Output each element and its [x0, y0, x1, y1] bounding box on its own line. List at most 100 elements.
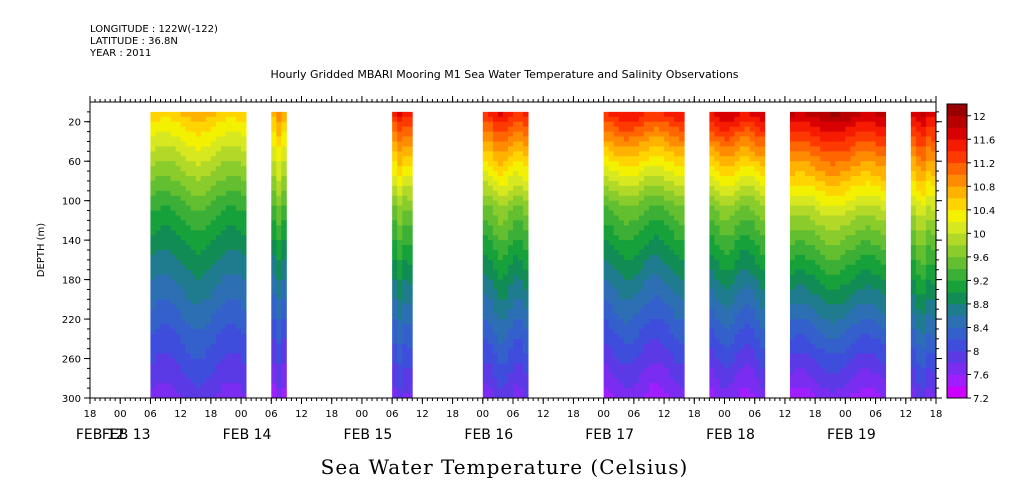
heatmap-cell: [407, 210, 413, 216]
heatmap-cell: [276, 388, 282, 394]
heatmap-cell: [744, 289, 751, 295]
heatmap-cell: [805, 161, 811, 167]
heatmap-cell: [215, 200, 222, 206]
heatmap-cell: [407, 250, 413, 256]
heatmap-cell: [623, 358, 630, 364]
heatmap-cell: [709, 225, 715, 231]
heatmap-cell: [830, 373, 836, 379]
heatmap-cell: [795, 190, 801, 197]
heatmap-cell: [739, 348, 746, 354]
heatmap-cell: [835, 348, 841, 354]
heatmap-cell: [648, 166, 655, 172]
heatmap-cell: [618, 131, 625, 137]
heatmap-cell: [603, 151, 610, 157]
heatmap-cell: [397, 328, 403, 335]
heatmap-cell: [795, 294, 801, 300]
heatmap-cell: [795, 151, 801, 157]
heatmap-cell: [170, 250, 177, 256]
heatmap-cell: [739, 195, 746, 202]
heatmap-cell: [749, 131, 756, 137]
heatmap-cell: [875, 304, 882, 310]
heatmap-cell: [165, 190, 171, 197]
heatmap-cell: [860, 264, 866, 271]
heatmap-cell: [729, 220, 735, 226]
heatmap-cell: [659, 269, 665, 276]
heatmap-cell: [402, 131, 408, 137]
heatmap-cell: [281, 383, 287, 389]
heatmap-cell: [734, 378, 741, 384]
heatmap-cell: [518, 121, 524, 128]
heatmap-cell: [613, 269, 620, 276]
heatmap-cell: [789, 146, 796, 152]
heatmap-cell: [659, 338, 665, 345]
heatmap-cell: [875, 348, 882, 354]
heatmap-cell: [397, 304, 403, 310]
heatmap-cell: [200, 363, 207, 369]
heatmap-cell: [276, 146, 282, 152]
heatmap-cell: [795, 393, 801, 399]
heatmap-cell: [800, 343, 806, 350]
heatmap-cell: [714, 319, 720, 325]
heatmap-cell: [518, 378, 524, 384]
heatmap-cell: [860, 378, 866, 384]
heatmap-cell: [210, 121, 217, 128]
heatmap-cell: [175, 274, 182, 280]
heatmap-cell: [190, 269, 197, 276]
heatmap-cell: [719, 289, 725, 295]
heatmap-cell: [613, 190, 620, 197]
heatmap-cell: [623, 259, 630, 266]
heatmap-cell: [880, 121, 887, 128]
heatmap-cell: [633, 279, 640, 285]
heatmap-cell: [241, 269, 247, 276]
heatmap-cell: [749, 161, 756, 167]
heatmap-cell: [633, 171, 640, 177]
heatmap-cell: [165, 348, 171, 354]
heatmap-cell: [180, 166, 187, 172]
heatmap-cell: [719, 333, 725, 340]
heatmap-cell: [397, 225, 403, 231]
heatmap-cell: [497, 319, 504, 325]
heatmap-cell: [603, 200, 610, 206]
heatmap-cell: [810, 131, 816, 137]
heatmap-cell: [915, 393, 922, 399]
heatmap-cell: [845, 215, 851, 221]
heatmap-cell: [407, 146, 413, 152]
heatmap-cell: [492, 279, 499, 285]
heatmap-cell: [865, 328, 871, 335]
heatmap-cell: [664, 373, 670, 379]
heatmap-cell: [507, 225, 514, 231]
heatmap-cell: [150, 131, 156, 137]
heatmap-cell: [271, 269, 277, 276]
heatmap-cell: [190, 393, 197, 399]
heatmap-cell: [195, 166, 202, 172]
heatmap-cell: [513, 210, 519, 216]
heatmap-cell: [870, 225, 876, 231]
heatmap-cell: [613, 284, 620, 290]
heatmap-cell: [880, 343, 887, 350]
heatmap-cell: [623, 195, 630, 202]
heatmap-cell: [915, 220, 922, 226]
heatmap-cell: [241, 200, 247, 206]
heatmap-cell: [492, 353, 499, 359]
heatmap-cell: [190, 388, 197, 394]
heatmap-cell: [613, 126, 620, 132]
heatmap-cell: [210, 289, 217, 295]
heatmap-cell: [231, 363, 237, 369]
heatmap-cell: [160, 324, 166, 330]
heatmap-cell: [392, 294, 398, 300]
heatmap-cell: [679, 368, 685, 374]
heatmap-cell: [850, 353, 856, 359]
heatmap-cell: [492, 254, 499, 261]
heatmap-cell: [241, 333, 247, 340]
heatmap-cell: [810, 274, 816, 280]
heatmap-cell: [628, 195, 635, 202]
heatmap-cell: [744, 126, 751, 132]
heatmap-cell: [789, 254, 796, 261]
heatmap-cell: [150, 240, 156, 246]
heatmap-cell: [800, 131, 806, 137]
heatmap-cell: [633, 314, 640, 320]
heatmap-cell: [729, 279, 735, 285]
heatmap-cell: [734, 235, 741, 241]
heatmap-cell: [402, 373, 408, 379]
heatmap-cell: [487, 141, 494, 147]
